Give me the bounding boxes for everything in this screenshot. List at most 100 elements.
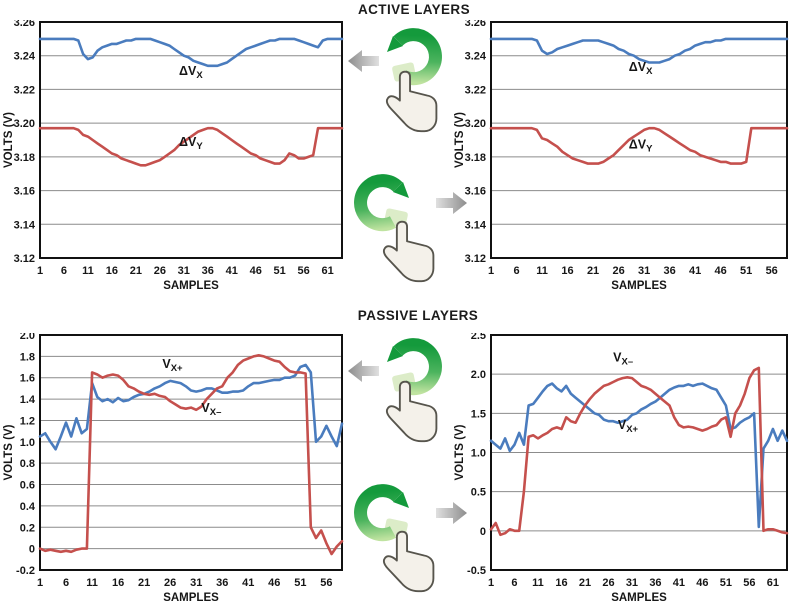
arrow-left-icon (348, 360, 379, 382)
y-tick-label: 3.16 (465, 186, 486, 198)
x-tick-label: 21 (138, 577, 150, 589)
chart-active-right: 3.263.243.223.203.183.163.143.121 6 11 16 21… (454, 20, 789, 292)
x-tick-label: 26 (154, 265, 166, 277)
x-axis-label: SAMPLES (611, 592, 667, 604)
x-tick-label: 6 (61, 265, 67, 277)
rotate-clockwise-gesture (354, 484, 467, 593)
x-axis-label: SAMPLES (163, 592, 219, 604)
y-tick-label: 3.26 (465, 20, 486, 29)
rotate-cw-arrowhead-icon (393, 182, 409, 198)
x-tick-label: 11 (82, 265, 94, 277)
x-tick-label: 61 (767, 577, 779, 589)
x-tick-label: 11 (536, 265, 548, 277)
rotate-clockwise-gesture (354, 174, 467, 283)
x-tick-label: 6 (63, 577, 69, 589)
y-tick-label: 1.5 (471, 408, 486, 420)
active-layers-title: ACTIVE LAYERS (358, 2, 470, 17)
passive-layers-title: PASSIVE LAYERS (357, 308, 479, 323)
plot-border (490, 334, 788, 571)
y-tick-label: 1.0 (20, 437, 35, 449)
x-tick-label: 31 (638, 265, 650, 277)
pointing-hand-icon (382, 530, 435, 593)
rotate-cw-arrow-icon (354, 484, 403, 542)
plot-border (39, 334, 343, 571)
x-tick-label: 56 (298, 265, 310, 277)
x-tick-label: 1 (37, 577, 43, 589)
y-axis-label: VOLTS (V) (3, 112, 15, 168)
chart-passive-right: 2.52.01.51.00.50-0.51 6 11 16 21 26 31 36 41 46 51… (454, 333, 789, 604)
x-tick-label: 6 (511, 577, 517, 589)
rotate-ccw-arrow-icon (393, 338, 442, 396)
plot-border (39, 21, 343, 259)
series-line-VX− (38, 353, 344, 556)
y-tick-label: 0 (29, 544, 35, 556)
y-tick-label: 1.0 (471, 448, 486, 460)
arrow-right-icon (436, 192, 467, 214)
pointing-hand-icon (385, 380, 438, 443)
y-tick-label: 3.16 (14, 186, 35, 198)
y-tick-label: 3.18 (465, 152, 486, 164)
y-tick-label: 3.14 (14, 219, 36, 231)
x-tick-label: 6 (513, 265, 519, 277)
x-tick-label: 56 (743, 577, 755, 589)
y-axis-label: VOLTS (V) (454, 424, 466, 480)
y-tick-label: 0.5 (471, 487, 486, 499)
y-tick-label: 3.20 (465, 118, 486, 130)
x-tick-label: 16 (106, 265, 118, 277)
series-line-VX− (489, 366, 789, 537)
y-tick-label: 1.8 (20, 351, 35, 363)
y-tick-label: 0.6 (20, 480, 35, 492)
x-tick-label: 11 (532, 577, 544, 589)
y-axis-label: VOLTS (V) (3, 424, 15, 480)
x-tick-label: 31 (190, 577, 202, 589)
series-label-ΔVX: ΔVX (629, 60, 653, 77)
x-tick-label: 56 (766, 265, 778, 277)
x-tick-label: 11 (86, 577, 98, 589)
x-tick-label: 36 (663, 265, 675, 277)
y-tick-label: 3.26 (14, 20, 35, 29)
x-tick-label: 16 (561, 265, 573, 277)
y-tick-label: 2.0 (471, 369, 486, 381)
x-tick-label: 31 (626, 577, 638, 589)
y-tick-label: 0.2 (20, 522, 35, 534)
x-tick-label: 1 (488, 577, 494, 589)
x-tick-label: 16 (112, 577, 124, 589)
x-tick-label: 51 (274, 265, 286, 277)
x-tick-label: 46 (696, 577, 708, 589)
y-tick-label: 2.5 (471, 333, 486, 342)
series-label-VX+: VX+ (162, 357, 183, 374)
x-tick-label: 26 (602, 577, 614, 589)
y-tick-label: 1.6 (20, 373, 35, 385)
x-tick-label: 51 (294, 577, 306, 589)
series-label-ΔVY: ΔVY (179, 135, 203, 152)
x-axis-label: SAMPLES (163, 280, 219, 292)
y-tick-label: 3.22 (465, 84, 486, 96)
series-label-VX−: VX– (613, 351, 633, 368)
x-tick-label: 1 (488, 265, 494, 277)
y-tick-label: 3.18 (14, 152, 35, 164)
rotate-ccw-arrowhead-icon (387, 346, 403, 362)
x-tick-label: 21 (587, 265, 599, 277)
gesture-divider-passive (345, 330, 470, 600)
series-label-ΔVX: ΔVX (179, 64, 203, 81)
x-axis-label: SAMPLES (611, 280, 667, 292)
series-label-ΔVY: ΔVY (629, 137, 653, 154)
pointing-hand-icon (382, 220, 435, 283)
arrow-left-icon (348, 50, 379, 72)
series-line-ΔVX (489, 37, 789, 64)
series-line-ΔVY (38, 126, 344, 167)
arrow-right-icon (436, 502, 467, 524)
x-tick-label: 26 (612, 265, 624, 277)
x-tick-label: 16 (555, 577, 567, 589)
x-tick-label: 61 (321, 265, 333, 277)
x-tick-label: 51 (720, 577, 732, 589)
y-tick-label: 3.12 (465, 253, 486, 265)
x-tick-label: 56 (320, 577, 332, 589)
y-tick-label: 2.0 (20, 333, 35, 342)
y-tick-label: 3.20 (14, 118, 35, 130)
y-tick-label: 3.24 (14, 51, 36, 63)
y-axis-label: VOLTS (V) (454, 112, 466, 168)
x-tick-label: 41 (226, 265, 238, 277)
y-tick-label: 0.4 (20, 501, 36, 513)
y-tick-label: 1.4 (20, 394, 36, 406)
